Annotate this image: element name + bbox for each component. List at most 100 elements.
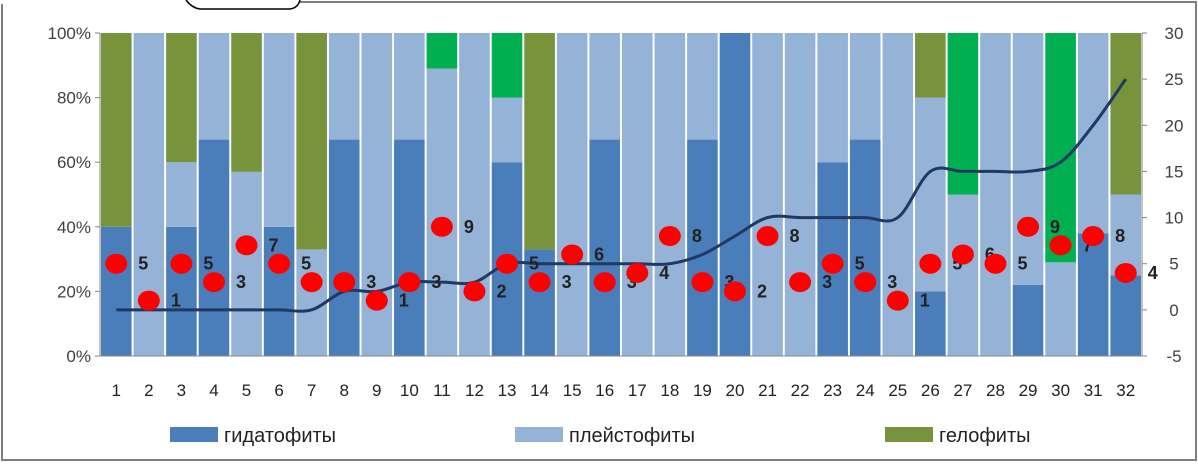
point-label: 9 xyxy=(464,217,474,237)
point-label: 5 xyxy=(855,254,865,274)
point-label: 5 xyxy=(952,254,962,274)
x-tick-label: 1 xyxy=(112,381,121,400)
x-tick-label: 16 xyxy=(595,381,614,400)
bar-segment-3-s3 xyxy=(166,33,197,163)
point-label: 8 xyxy=(790,226,800,246)
trend-line-layer xyxy=(116,78,1127,313)
point-marker xyxy=(333,272,356,293)
point-marker xyxy=(268,253,291,274)
top-bracket-fragment xyxy=(185,0,301,10)
right-tick-label: 0 xyxy=(1169,301,1178,320)
bar-segment-14-s3 xyxy=(524,33,555,250)
point-marker xyxy=(886,290,909,311)
x-tick-label: 25 xyxy=(888,381,907,400)
bar-segment-20-s1 xyxy=(719,33,751,356)
point-label: 1 xyxy=(920,291,930,311)
bar-segment-16-s2 xyxy=(589,33,621,140)
x-tick-label: 8 xyxy=(339,381,348,400)
point-marker xyxy=(854,272,877,293)
x-tick-label: 11 xyxy=(433,381,451,400)
point-label: 3 xyxy=(887,272,897,292)
point-marker xyxy=(528,272,551,293)
point-label: 2 xyxy=(757,281,767,301)
left-tick-label: 60% xyxy=(57,153,91,172)
bar-segment-29-s2 xyxy=(1012,33,1044,285)
point-marker xyxy=(235,235,258,256)
x-tick-label: 29 xyxy=(1019,381,1038,400)
bars-layer xyxy=(100,33,1142,356)
point-label: 3 xyxy=(627,272,637,292)
bar-segment-29-s1 xyxy=(1012,284,1044,356)
x-tick-label: 28 xyxy=(986,381,1005,400)
x-tick-label: 27 xyxy=(953,381,972,400)
legend-swatch xyxy=(515,427,563,442)
x-tick-label: 26 xyxy=(921,381,940,400)
bar-segment-3-s2 xyxy=(166,162,197,227)
point-marker xyxy=(300,272,323,293)
point-marker xyxy=(658,226,681,247)
bar-segment-32-s2 xyxy=(1110,194,1142,276)
x-tick-label: 31 xyxy=(1084,381,1103,400)
right-tick-label: 25 xyxy=(1165,70,1184,89)
point-label: 9 xyxy=(1050,217,1060,237)
bar-segment-7-s3 xyxy=(296,33,327,250)
point-label: 6 xyxy=(985,244,995,264)
point-marker xyxy=(561,244,584,265)
x-tick-label: 14 xyxy=(530,381,549,400)
x-tick-label: 12 xyxy=(465,381,484,400)
point-label: 1 xyxy=(171,291,181,311)
bar-segment-7-s2 xyxy=(296,249,327,356)
point-marker xyxy=(821,253,844,274)
point-marker xyxy=(919,253,942,274)
x-tick-label: 3 xyxy=(177,381,186,400)
point-label: 1 xyxy=(399,291,409,311)
point-marker xyxy=(463,281,486,302)
left-axis: 0% 20% 40% 60% 80% 100% xyxy=(48,24,101,366)
point-marker xyxy=(1082,226,1105,247)
right-tick-label: -5 xyxy=(1166,347,1181,366)
bar-segment-11-s2 xyxy=(426,68,458,356)
legend-swatch xyxy=(885,427,933,442)
point-label: 3 xyxy=(236,272,246,292)
bar-segment-4-s2 xyxy=(198,33,230,140)
point-label: 7 xyxy=(269,235,279,255)
bar-segment-17-s2 xyxy=(621,33,653,356)
point-label: 5 xyxy=(301,254,311,274)
top-cut-mask xyxy=(0,0,300,4)
x-tick-label: 13 xyxy=(498,381,517,400)
left-tick-label: 100% xyxy=(48,24,91,43)
bar-segment-13-s2 xyxy=(491,97,523,163)
x-tick-label: 7 xyxy=(307,381,316,400)
point-label: 5 xyxy=(1017,254,1027,274)
bar-segment-1-s1 xyxy=(100,226,132,356)
bar-segment-28-s2 xyxy=(980,33,1011,356)
bar-segment-27-s4 xyxy=(947,33,979,195)
x-tick-label: 18 xyxy=(660,381,679,400)
bar-segment-27-s2 xyxy=(947,194,979,356)
point-marker xyxy=(593,272,616,293)
x-tick-label: 17 xyxy=(628,381,647,400)
x-axis: 1 2 3 4 5 6 7 8 9 10 11 12 13 14 15 16 17 18 19 20 21 22 23 24 2… xyxy=(100,355,1142,400)
point-marker xyxy=(365,290,388,311)
bar-segment-13-s4 xyxy=(491,33,523,98)
x-tick-label: 2 xyxy=(144,381,153,400)
point-label: 7 xyxy=(1083,235,1093,255)
bar-segment-32-s1 xyxy=(1110,275,1142,356)
legend-label: гелофиты xyxy=(939,425,1031,447)
bar-segment-26-s1 xyxy=(915,291,946,356)
point-marker xyxy=(756,226,779,247)
point-marker xyxy=(496,253,519,274)
bar-segment-4-s1 xyxy=(198,139,230,356)
legend: гидатофиты плейстофиты гелофиты xyxy=(170,425,1031,447)
x-tick-label: 20 xyxy=(726,381,745,400)
x-tick-label: 5 xyxy=(242,381,251,400)
point-label: 8 xyxy=(692,226,702,246)
bar-segment-26-s3 xyxy=(915,33,946,98)
bar-segment-31-s1 xyxy=(1077,233,1109,356)
x-tick-label: 24 xyxy=(856,381,875,400)
trend-line xyxy=(116,78,1127,313)
points-layer: 51537533139253634832835315659784 xyxy=(105,216,1158,311)
point-marker xyxy=(626,262,649,283)
point-label: 3 xyxy=(724,272,734,292)
